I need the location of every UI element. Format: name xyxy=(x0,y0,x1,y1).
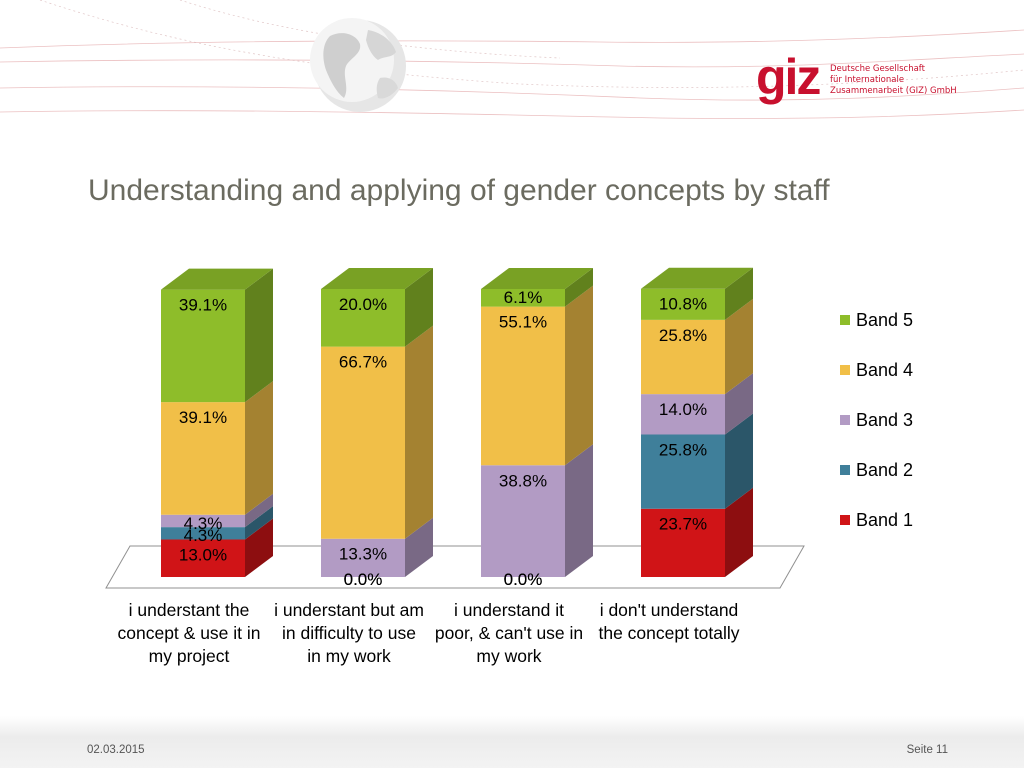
bar-segment xyxy=(321,346,405,539)
bar-segment xyxy=(481,465,565,577)
bar-top xyxy=(161,268,273,290)
bar-top xyxy=(321,268,433,289)
bar-segment xyxy=(161,527,245,540)
bar-segment xyxy=(641,394,725,435)
data-label: 55.1% xyxy=(499,313,547,332)
bar-top xyxy=(641,267,753,289)
bar-segment-side xyxy=(405,517,433,577)
legend-swatch xyxy=(840,365,850,375)
bar-segment xyxy=(321,538,405,577)
bar-segment xyxy=(481,289,565,307)
data-label: 4.3% xyxy=(184,526,223,545)
legend-label: Band 5 xyxy=(856,310,914,330)
data-label: 10.8% xyxy=(659,295,707,314)
category-label: i don't understand the concept totally xyxy=(598,600,740,643)
bar-segment xyxy=(641,508,725,577)
bar-segment-side xyxy=(405,325,433,539)
bar-segment-side xyxy=(565,444,593,577)
bar-segment xyxy=(161,539,245,577)
legend-item-band-1: Band 1 xyxy=(840,509,980,531)
bar-segment xyxy=(321,289,405,347)
chart-floor xyxy=(105,545,805,589)
data-label: 25.8% xyxy=(659,440,707,459)
bar-segment-side xyxy=(245,493,273,528)
globe-icon xyxy=(310,18,406,112)
legend-item-band-5: Band 5 xyxy=(840,309,980,331)
data-label: 66.7% xyxy=(339,353,387,372)
data-label: 4.3% xyxy=(184,514,223,533)
legend-swatch xyxy=(840,415,850,425)
bar-segment-side xyxy=(245,518,273,577)
giz-logo-mark: giz xyxy=(756,49,821,105)
bar-segment-side xyxy=(725,413,753,509)
bar-segment-side xyxy=(565,285,593,466)
background-decoration xyxy=(0,0,1024,119)
legend-swatch xyxy=(840,515,850,525)
org-line: Deutsche Gesellschaft xyxy=(830,64,925,74)
footer-date: 02.03.2015 xyxy=(87,744,145,756)
data-label: 0.0% xyxy=(344,570,383,589)
data-label: 6.1% xyxy=(504,288,543,307)
bar-segment-side xyxy=(565,268,593,307)
footer-band xyxy=(0,716,1024,768)
bar-segment-side xyxy=(725,267,753,320)
category-label: i understant the concept & use it in my … xyxy=(117,600,261,666)
bar-segment-side xyxy=(725,298,753,395)
data-label: 23.7% xyxy=(659,515,707,534)
legend-item-band-2: Band 2 xyxy=(840,459,980,481)
giz-logo-org-name: Deutsche Gesellschaft für Internationale… xyxy=(830,64,957,97)
legend-swatch xyxy=(840,465,850,475)
category-label: i understant but am in difficulty to use… xyxy=(274,600,424,666)
bar-segment xyxy=(641,288,725,320)
data-label: 20.0% xyxy=(339,295,387,314)
org-line: für Internationale xyxy=(830,75,905,85)
footer-page-number: Seite 11 xyxy=(906,744,948,756)
data-label: 13.0% xyxy=(179,546,227,565)
page-title: Understanding and applying of gender con… xyxy=(88,174,830,207)
org-line: Zusammenarbeit (GIZ) GmbH xyxy=(830,86,957,96)
bar-segment-side xyxy=(245,381,273,515)
bar-segment xyxy=(161,289,245,403)
data-labels-group: 13.0%4.3%4.3%39.1%39.1%0.0%0.0%13.3%66.7… xyxy=(179,288,707,589)
legend-label: Band 2 xyxy=(856,460,914,480)
category-label: i understand it poor, & can't use in my … xyxy=(434,600,584,666)
bar-segment xyxy=(641,434,725,509)
legend-swatch xyxy=(840,315,850,325)
chart-legend: Band 5 Band 4 Band 3 Band 2 Band 1 xyxy=(840,309,980,559)
legend-label: Band 3 xyxy=(856,410,914,430)
data-label: 39.1% xyxy=(179,296,227,315)
bar-segment-side xyxy=(245,268,273,403)
data-label: 38.8% xyxy=(499,471,547,490)
data-label: 13.3% xyxy=(339,545,387,564)
bar-segment xyxy=(641,319,725,395)
stacked-bar-chart: 13.0%4.3%4.3%39.1%39.1%0.0%0.0%13.3%66.7… xyxy=(105,267,805,589)
giz-logo: giz Deutsche Gesellschaft für Internatio… xyxy=(756,52,957,110)
data-label: 39.1% xyxy=(179,408,227,427)
bar-segment xyxy=(481,306,565,466)
data-label: 0.0% xyxy=(504,570,543,589)
bar-segment-side xyxy=(245,506,273,540)
bars-group xyxy=(161,267,753,577)
data-label: 14.0% xyxy=(659,400,707,419)
legend-label: Band 1 xyxy=(856,510,914,530)
data-label: 0.0% xyxy=(344,570,383,589)
bar-segment-side xyxy=(725,373,753,435)
data-label: 25.8% xyxy=(659,326,707,345)
bar-segment xyxy=(161,402,245,515)
bar-segment xyxy=(161,514,245,528)
data-label: 0.0% xyxy=(504,570,543,589)
bar-top xyxy=(481,268,593,289)
bar-segment-side xyxy=(405,268,433,347)
legend-item-band-4: Band 4 xyxy=(840,359,980,381)
legend-item-band-3: Band 3 xyxy=(840,409,980,431)
legend-label: Band 4 xyxy=(856,360,914,380)
bar-segment-side xyxy=(725,487,753,577)
